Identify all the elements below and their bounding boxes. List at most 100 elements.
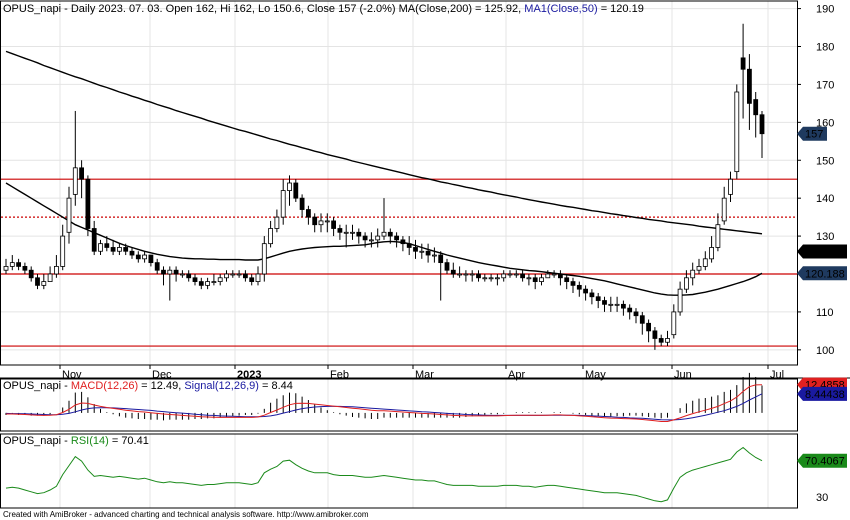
candle-body [98, 243, 103, 252]
candle-body [343, 231, 349, 234]
candle-body [721, 197, 727, 222]
price-tick-label: 140 [816, 193, 834, 205]
candle-body [60, 235, 66, 267]
candle-body [444, 262, 450, 271]
candle-body [413, 247, 418, 252]
candle-body [576, 284, 582, 290]
candle-body [747, 68, 752, 104]
pane-frame [0, 0, 798, 366]
date-tick-label: Feb [330, 369, 349, 381]
candle-body [457, 273, 463, 276]
candle-body [110, 247, 116, 252]
rsi-value-tag-shape [797, 453, 847, 468]
candle-body [79, 167, 84, 180]
candle-body [469, 273, 475, 276]
price-tick-label: 100 [816, 345, 834, 357]
candle-body [539, 277, 544, 282]
candle-body [85, 178, 91, 229]
candle-body [381, 231, 387, 237]
candle-body [324, 220, 330, 223]
candle-body [230, 273, 236, 276]
candle-body [41, 281, 47, 286]
price-header-prefix: OPUS_napi - Daily 2023. 07. 03. Open 162… [3, 3, 524, 15]
price-tick-label: 190 [816, 4, 834, 16]
candle-body [198, 281, 204, 286]
signal-value-tag: 8.44438 [797, 386, 847, 401]
candle-body [406, 243, 412, 248]
macd-pane [5, 372, 763, 422]
signal-value-tag-shape [797, 386, 847, 401]
candle-body [129, 250, 135, 256]
candle-body [425, 250, 431, 256]
rsi-value-tag-text: 70.4067 [805, 456, 845, 468]
candle-body [362, 235, 368, 241]
candle-body [759, 114, 765, 135]
candle-body [595, 296, 601, 301]
candle-body [261, 243, 267, 275]
candle-body [350, 231, 355, 234]
candle-body [570, 281, 576, 286]
axis-labels: 100110120130140150160170180190NovDec2023… [59, 4, 834, 504]
last-close-tag-shape [797, 126, 827, 141]
price-tick-label: 150 [816, 155, 834, 167]
candle-body [268, 228, 274, 245]
candle-body [135, 254, 141, 260]
candle-body [91, 228, 97, 252]
candle-body [532, 277, 538, 282]
candle-body [545, 273, 551, 279]
candle-body [356, 231, 362, 237]
candle-body [438, 254, 444, 264]
candle-body [564, 277, 570, 282]
candle-body [551, 273, 557, 276]
candle-body [715, 224, 721, 248]
date-tick-label: Nov [62, 369, 82, 381]
candle-body [513, 273, 519, 276]
candle-body [123, 247, 129, 252]
candle-body [192, 277, 198, 282]
rsi-tick-label: 30 [816, 492, 828, 504]
horizontal-levels [1, 178, 797, 347]
candle-body [331, 220, 337, 229]
candle-body [400, 239, 406, 245]
macd-pane-header: OPUS_napi - MACD(12,26) = 12.49, Signal(… [3, 380, 293, 392]
candle-body [217, 277, 223, 282]
candle-body [501, 273, 507, 279]
candle-body [646, 322, 651, 332]
candle-body [305, 209, 311, 218]
candle-body [205, 281, 211, 286]
ma200-value-tag-shape [797, 244, 847, 259]
candle-body [665, 338, 670, 343]
candle-body [734, 91, 740, 173]
candle-body [394, 235, 400, 241]
rsi-value-tag: 70.4067 [797, 453, 847, 468]
candle-body [167, 269, 173, 275]
price-tick-label: 180 [816, 42, 834, 54]
rsi-legend-value: = 70.41 [109, 435, 149, 447]
candle-body [186, 273, 192, 279]
last-close-tag: 157 [797, 126, 827, 141]
signal-line [5, 393, 763, 421]
candle-body [66, 197, 72, 233]
candle-body [608, 303, 614, 306]
moving-averages [5, 50, 763, 296]
candle-body [274, 216, 280, 229]
candle-body [753, 99, 759, 116]
macd-header-prefix: OPUS_napi - [3, 380, 71, 392]
candle-body [104, 243, 110, 248]
date-tick-label: 2023 [237, 369, 261, 381]
candle-body [161, 269, 166, 275]
candle-body [9, 262, 15, 267]
candle-body [520, 273, 525, 279]
candle-body [583, 288, 588, 294]
candle-body [476, 273, 481, 279]
candle-body [639, 315, 645, 324]
ma200-value-tag-text: 125.919 [805, 247, 845, 259]
date-tick-label: Apr [508, 369, 525, 381]
date-tick-label: Mar [415, 369, 434, 381]
candle-body [431, 254, 437, 257]
candle-body [299, 197, 305, 210]
candle-body [652, 330, 658, 339]
rsi-header-prefix: OPUS_napi - [3, 435, 71, 447]
signal-legend: Signal(12,26,9) [184, 380, 259, 392]
